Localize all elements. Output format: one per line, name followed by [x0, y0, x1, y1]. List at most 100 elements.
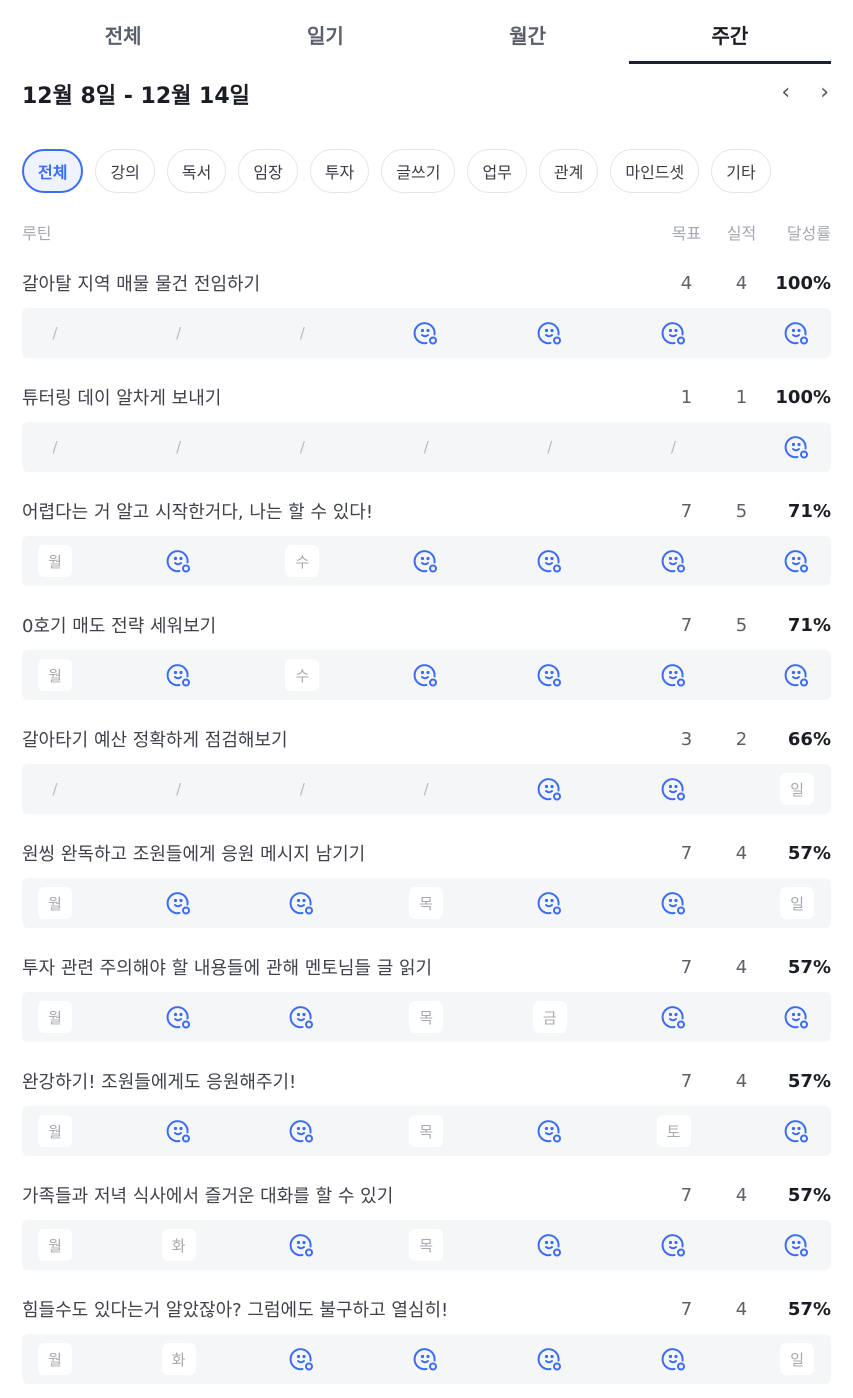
category-chip[interactable]: 임장	[238, 149, 298, 193]
routine-title-line: 어렵다는 거 알고 시작한거다, 나는 할 수 있다! 7 5 71%	[22, 486, 831, 536]
done-smiley-icon[interactable]	[657, 887, 691, 919]
day-label[interactable]: 일	[780, 773, 815, 805]
done-smiley-icon[interactable]	[780, 1229, 814, 1261]
done-smiley-icon[interactable]	[780, 431, 814, 463]
done-smiley-icon[interactable]	[533, 317, 567, 349]
done-smiley-icon[interactable]	[533, 887, 567, 919]
done-smiley-icon[interactable]	[780, 545, 814, 577]
done-smiley-icon[interactable]	[533, 1229, 567, 1261]
tab-1[interactable]: 일기	[306, 24, 344, 48]
done-smiley-icon[interactable]	[162, 1115, 196, 1147]
done-smiley-icon[interactable]	[285, 1115, 319, 1147]
done-smiley-icon[interactable]	[657, 659, 691, 691]
done-smiley-icon[interactable]	[409, 545, 443, 577]
category-chip[interactable]: 기타	[711, 149, 771, 193]
rate-value: 57%	[787, 956, 831, 978]
day-label[interactable]: 수	[285, 545, 320, 577]
routine-row[interactable]: 투자 관련 주의해야 할 내용들에 관해 멘토님들 글 읽기 7 4 57% 월 목 금	[22, 942, 831, 1056]
done-smiley-icon[interactable]	[657, 545, 691, 577]
routine-header: 루틴	[22, 224, 52, 243]
routine-row[interactable]: 어렵다는 거 알고 시작한거다, 나는 할 수 있다! 7 5 71% 월 수	[22, 486, 831, 600]
day-label[interactable]: 일	[780, 887, 815, 919]
category-chip[interactable]: 투자	[309, 149, 370, 193]
done-smiley-icon[interactable]	[285, 1343, 319, 1375]
category-chip[interactable]: 마인드셋	[610, 149, 700, 193]
done-smiley-icon[interactable]	[162, 887, 196, 919]
done-smiley-icon[interactable]	[780, 1115, 814, 1147]
done-smiley-icon[interactable]	[162, 1001, 196, 1033]
done-smiley-icon[interactable]	[533, 545, 567, 577]
rate-value: 66%	[787, 728, 831, 750]
routine-title-line: 완강하기! 조원들에게도 응원해주기! 7 4 57%	[22, 1056, 831, 1106]
day-label[interactable]: 목	[409, 1001, 444, 1033]
category-chip[interactable]: 글쓰기	[381, 149, 456, 193]
done-smiley-icon[interactable]	[657, 317, 691, 349]
done-smiley-icon[interactable]	[657, 1343, 691, 1375]
no-schedule-slash: /	[299, 438, 305, 456]
done-smiley-icon[interactable]	[780, 1001, 814, 1033]
done-smiley-icon[interactable]	[409, 1343, 443, 1375]
week-strip: / / /	[22, 308, 831, 358]
done-smiley-icon[interactable]	[533, 659, 567, 691]
tab-0[interactable]: 전체	[104, 24, 142, 48]
routine-row[interactable]: 갈아타기 예산 정확하게 점검해보기 3 2 66% / / / / 일	[22, 714, 831, 828]
day-label[interactable]: 월	[38, 1229, 72, 1261]
routine-row[interactable]: 튜터링 데이 알차게 보내기 1 1 100% / / / / / /	[22, 372, 831, 486]
done-smiley-icon[interactable]	[162, 545, 196, 577]
done-smiley-icon[interactable]	[409, 317, 443, 349]
tab-3[interactable]: 주간	[628, 0, 832, 64]
day-label[interactable]: 토	[656, 1115, 691, 1147]
no-schedule-slash: /	[52, 780, 58, 798]
category-chip[interactable]: 관계	[538, 149, 599, 193]
day-label[interactable]: 월	[38, 1001, 72, 1033]
day-label[interactable]: 일	[780, 1343, 815, 1375]
day-label[interactable]: 목	[409, 1115, 444, 1147]
category-chip[interactable]: 독서	[166, 149, 227, 193]
day-label[interactable]: 월	[38, 659, 72, 691]
day-label[interactable]: 화	[161, 1343, 196, 1375]
routine-title-line: 튜터링 데이 알차게 보내기 1 1 100%	[22, 372, 831, 422]
done-smiley-icon[interactable]	[533, 1343, 567, 1375]
category-chip[interactable]: 강의	[95, 149, 155, 193]
routine-row[interactable]: 갈아탈 지역 매물 물건 전임하기 4 4 100% / / /	[22, 258, 831, 372]
done-smiley-icon[interactable]	[162, 659, 196, 691]
prev-week-button[interactable]: ‹	[781, 80, 791, 105]
day-label[interactable]: 목	[409, 887, 444, 919]
done-smiley-icon[interactable]	[409, 659, 443, 691]
day-label[interactable]: 월	[38, 1115, 72, 1147]
routine-name: 갈아탈 지역 매물 물건 전임하기	[22, 274, 261, 295]
done-smiley-icon[interactable]	[657, 1229, 691, 1261]
category-chip[interactable]: 업무	[467, 149, 527, 193]
day-label[interactable]: 월	[38, 887, 72, 919]
tab-2[interactable]: 월간	[509, 24, 547, 48]
routine-row[interactable]: 원씽 완독하고 조원들에게 응원 메시지 남기기 7 4 57% 월 목 일	[22, 828, 831, 942]
day-label[interactable]: 월	[38, 545, 72, 577]
done-smiley-icon[interactable]	[780, 317, 814, 349]
done-smiley-icon[interactable]	[657, 1001, 691, 1033]
done-smiley-icon[interactable]	[533, 1115, 567, 1147]
done-smiley-icon[interactable]	[657, 773, 691, 805]
routine-title-line: 가족들과 저녁 식사에서 즐거운 대화를 할 수 있기 7 4 57%	[22, 1170, 831, 1220]
category-chip[interactable]: 전체	[22, 149, 84, 193]
next-week-button[interactable]: ›	[820, 80, 829, 105]
day-label[interactable]: 화	[161, 1229, 196, 1261]
routine-title-line: 갈아타기 예산 정확하게 점검해보기 3 2 66%	[22, 714, 831, 764]
routine-row[interactable]: 0호기 매도 전략 세워보기 7 5 71% 월 수	[22, 600, 831, 714]
done-smiley-icon[interactable]	[285, 1001, 319, 1033]
done-smiley-icon[interactable]	[285, 1229, 319, 1261]
day-label[interactable]: 금	[532, 1001, 567, 1033]
routine-row[interactable]: 힘들수도 있다는거 알았잖아? 그럼에도 불구하고 열심히! 7 4 57% 월 화 일	[22, 1284, 831, 1398]
rate-value: 71%	[787, 500, 831, 522]
done-smiley-icon[interactable]	[285, 887, 319, 919]
day-label[interactable]: 수	[285, 659, 320, 691]
day-label[interactable]: 목	[409, 1229, 444, 1261]
routine-row[interactable]: 완강하기! 조원들에게도 응원해주기! 7 4 57% 월 목 토	[22, 1056, 831, 1170]
category-chips: 전체 강의 독서 임장 투자 글쓰기 업무 관계 마인드셋 기타	[22, 149, 771, 193]
routine-row[interactable]: 가족들과 저녁 식사에서 즐거운 대화를 할 수 있기 7 4 57% 월 화 목	[22, 1170, 831, 1284]
done-smiley-icon[interactable]	[780, 659, 814, 691]
rate-value: 100%	[775, 386, 831, 408]
done-smiley-icon[interactable]	[533, 773, 567, 805]
day-label[interactable]: 월	[38, 1343, 72, 1375]
